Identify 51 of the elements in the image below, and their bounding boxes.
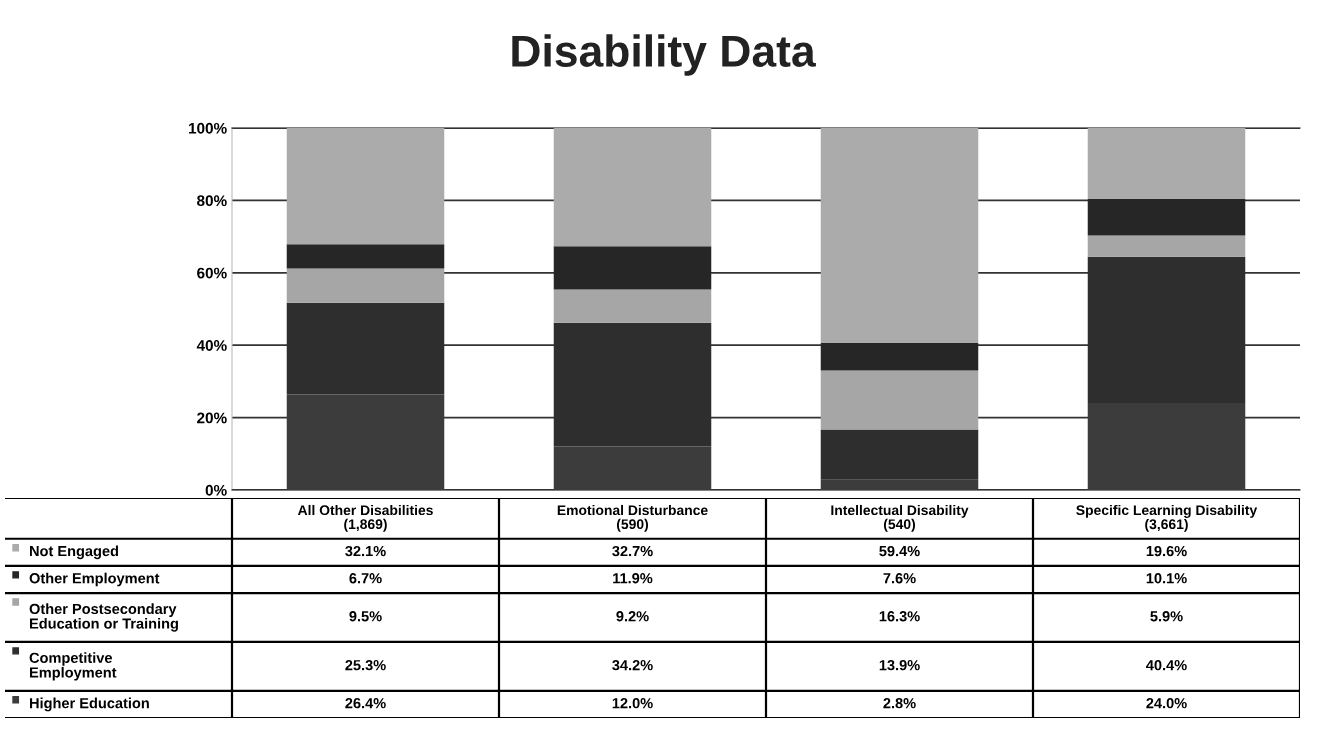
bar <box>286 244 445 269</box>
y-tick-label: 20% <box>197 412 227 424</box>
data-label: 7.6% <box>883 573 916 584</box>
data-label: 19.6% <box>1146 545 1187 557</box>
bar <box>820 479 979 490</box>
y-tick-label: 100% <box>189 122 227 134</box>
data-label: 2.8% <box>883 698 916 709</box>
bar <box>1087 198 1246 236</box>
data-label: 26.4% <box>345 698 386 709</box>
data-label: 25.3% <box>345 659 386 671</box>
data-label: 10.1% <box>1146 573 1187 584</box>
x-tick-label: Specific Learning Disability (3,661) <box>1076 504 1258 532</box>
data-label: 16.3% <box>879 611 920 622</box>
y-tick-label: 80% <box>197 195 227 207</box>
data-label: 59.4% <box>879 545 920 557</box>
chart-title: Disability Data <box>512 34 816 76</box>
bar <box>286 128 445 245</box>
data-label: 12.0% <box>612 698 653 709</box>
legend-label: Competitive Employment <box>29 652 117 681</box>
bar <box>553 128 712 247</box>
legend-label: Higher Education <box>30 697 149 712</box>
bar <box>553 446 712 490</box>
x-tick-label: Intellectual Disability (540) <box>831 504 969 532</box>
data-label: 11.9% <box>613 573 653 584</box>
data-label: 40.4% <box>1146 659 1187 671</box>
data-label: 34.2% <box>612 659 653 671</box>
y-tick-label: 40% <box>196 340 227 351</box>
x-tick-label: All Other Disabilities (1,869) <box>297 504 433 532</box>
bar <box>820 370 979 430</box>
y-tick-label: 60% <box>197 267 227 279</box>
bar <box>553 289 712 323</box>
bar <box>286 268 445 303</box>
legend-label: Other Employment <box>29 572 160 587</box>
data-label: 6.7% <box>349 573 382 584</box>
bar <box>553 246 712 290</box>
x-tick-label: Emotional Disturbance (590) <box>557 504 708 532</box>
data-label: 9.2% <box>616 611 649 622</box>
bar <box>820 429 979 480</box>
data-label: 32.7% <box>612 545 653 557</box>
data-label: 13.9% <box>879 659 920 671</box>
bar <box>820 128 979 344</box>
bar <box>820 343 979 371</box>
data-label: 32.1% <box>345 545 386 557</box>
bar <box>1087 128 1246 199</box>
y-tick-label: 0% <box>205 484 227 496</box>
data-label: 24.0% <box>1146 698 1187 709</box>
legend-label: Other Postsecondary Education or Training <box>29 603 178 632</box>
bar <box>1087 235 1246 257</box>
data-label: 5.9% <box>1150 611 1183 622</box>
legend-label: Not Engaged <box>30 545 118 560</box>
data-label: 9.5% <box>349 611 382 622</box>
